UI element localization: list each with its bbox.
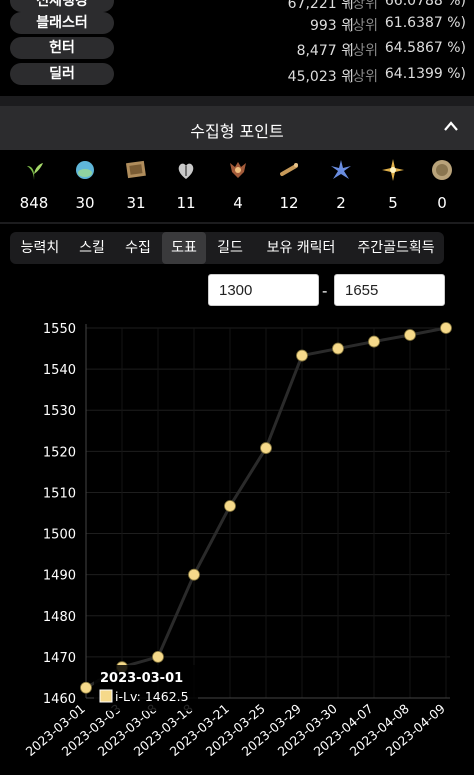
divider: [0, 96, 474, 106]
collection-item[interactable]: 31: [111, 158, 161, 212]
ranking-sub: (상위: [346, 43, 378, 59]
ignea-icon: [230, 162, 246, 178]
ranking-percent: 66.0788 %): [384, 0, 466, 9]
ranking-label: 전체랭킹: [10, 0, 114, 12]
collection-count: 0: [437, 194, 447, 212]
range-separator: -: [322, 282, 328, 300]
collection-count: 2: [336, 194, 346, 212]
ranking-value: 67,221 위: [287, 0, 354, 12]
seed-icon: [27, 163, 43, 180]
ranking-row: 전체랭킹 67,221 위 (상위 66.0788 %): [0, 0, 474, 16]
range-min-input[interactable]: [208, 274, 319, 306]
chevron-up-icon[interactable]: [442, 118, 460, 136]
ranking-sub: (상위: [346, 69, 378, 85]
section-title: 수집형 포인트: [190, 122, 284, 141]
collection-item[interactable]: 11: [161, 158, 211, 212]
tab-stats[interactable]: 능력치: [20, 240, 60, 256]
medal-icon: [432, 160, 452, 180]
ranking-percent: 64.5867 %): [384, 40, 466, 56]
ranking-value: 45,023 위: [287, 69, 354, 85]
collection-points: 848 30 31 11 4 12 2 5 0: [0, 150, 474, 220]
ranking-label: 블래스터: [10, 12, 114, 34]
collection-count: 5: [388, 194, 398, 212]
collection-item[interactable]: 12: [264, 158, 314, 212]
tab-chart[interactable]: 도표: [162, 232, 206, 264]
tab-weekly-gold[interactable]: 주간골드획득: [357, 240, 435, 256]
leaf-icon: [331, 160, 351, 179]
ranking-row: 헌터 8,477 위 (상위 64.5867 %): [0, 37, 474, 63]
art-icon: [125, 160, 146, 179]
ranking-label: 헌터: [10, 37, 114, 59]
collection-count: 848: [19, 194, 49, 212]
ranking-label: 딜러: [10, 63, 114, 85]
tab-skills[interactable]: 스킬: [79, 240, 105, 256]
tab-bar: 능력치 스킬 수집 도표 길드 보유 캐릭터 주간골드획득: [10, 232, 444, 264]
collection-count: 4: [233, 194, 243, 212]
collection-item[interactable]: 0: [417, 158, 467, 212]
ranking-value: 993 위: [309, 18, 354, 34]
ranking-row: 딜러 45,023 위 (상위 64.1399 %): [0, 63, 474, 89]
collection-header[interactable]: 수집형 포인트: [0, 106, 474, 150]
ranking-sub: (상위: [346, 0, 378, 12]
collection-item[interactable]: 2: [316, 158, 366, 212]
collection-item[interactable]: 30: [60, 158, 110, 212]
collection-count: 11: [176, 194, 196, 212]
tab-collection[interactable]: 수집: [125, 240, 151, 256]
collection-count: 31: [126, 194, 146, 212]
ranking-value: 8,477 위: [296, 43, 354, 59]
collection-item[interactable]: 848: [9, 158, 59, 212]
ranking-percent: 61.6387 %): [384, 15, 466, 31]
tab-guild[interactable]: 길드: [217, 240, 243, 256]
island-heart-icon: [76, 161, 94, 179]
collection-count: 12: [279, 194, 299, 212]
collection-item[interactable]: 5: [368, 158, 418, 212]
ranking-row: 블래스터 993 위 (상위 61.6387 %): [0, 12, 474, 38]
tab-characters[interactable]: 보유 캐릭터: [266, 240, 336, 256]
giant-heart-icon: [178, 163, 194, 179]
ranking-percent: 64.1399 %): [384, 66, 466, 82]
collection-count: 30: [75, 194, 95, 212]
adventure-icon: [280, 163, 298, 176]
star-icon: [382, 159, 404, 181]
range-max-input[interactable]: [334, 274, 445, 306]
ranking-sub: (상위: [346, 18, 378, 34]
collection-item[interactable]: 4: [213, 158, 263, 212]
